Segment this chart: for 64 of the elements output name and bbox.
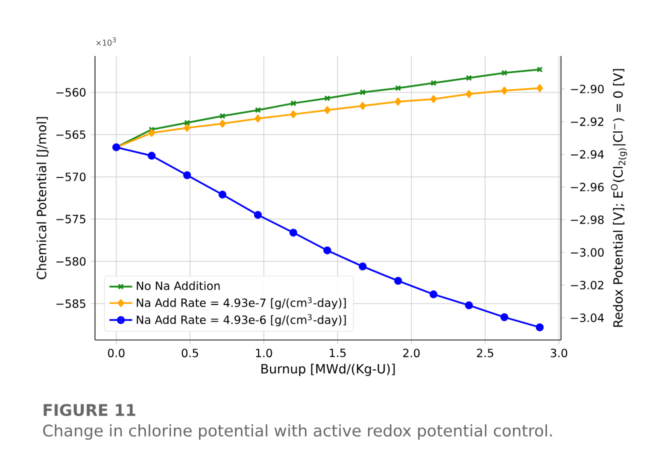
point xyxy=(358,262,367,270)
point xyxy=(430,290,438,298)
y-tick-label: −575 xyxy=(56,214,86,224)
y2-tick-label: −3.04 xyxy=(570,313,604,322)
y-axis-title: Chemical Potential [J/mol] xyxy=(36,117,49,280)
point xyxy=(254,114,262,122)
point xyxy=(536,323,544,332)
point xyxy=(324,106,330,114)
y-tick-label: −585 xyxy=(56,299,86,308)
y2-tick-label: −3.00 xyxy=(570,248,604,257)
y2-tick-label: −2.94 xyxy=(570,150,604,159)
point xyxy=(501,70,508,76)
legend-label: Na Add Rate = 4.93e-7 [g/(cm$^{3}$-day)] xyxy=(136,297,346,310)
point xyxy=(219,120,226,128)
point xyxy=(395,85,402,92)
x-tick-label: 2.0 xyxy=(403,348,420,358)
y-tick-label: −565 xyxy=(56,130,86,139)
point xyxy=(430,80,437,86)
x-tick-label: 0.0 xyxy=(108,348,125,358)
text: Change in chlorine potential with active redox potential control. xyxy=(43,424,552,440)
y2-axis-title: Redox Potential [V]; E$^{O}$(Cl$_{2(g)}$|Cl$^{−}$) = 0 [V] xyxy=(610,69,628,327)
point xyxy=(360,89,366,96)
point xyxy=(184,124,190,132)
point xyxy=(501,86,508,95)
point xyxy=(394,276,402,285)
y2-tick-label: −3.02 xyxy=(570,280,604,290)
x-tick-label: 0.5 xyxy=(182,348,198,358)
text: FIGURE 11 xyxy=(44,404,136,416)
x-tick-label: 2.5 xyxy=(476,348,494,358)
point xyxy=(430,95,437,104)
legend-label: No Na Addition xyxy=(136,281,220,290)
point xyxy=(466,90,472,98)
y2-tick-label: −2.90 xyxy=(570,84,604,94)
point xyxy=(290,110,296,118)
point xyxy=(183,171,192,180)
point xyxy=(290,100,296,106)
x-tick-label: 1.5 xyxy=(330,348,346,358)
point xyxy=(394,98,402,106)
point xyxy=(324,95,330,102)
point xyxy=(500,313,508,322)
point xyxy=(323,246,332,254)
point xyxy=(464,301,473,310)
x-tick-label: 3.0 xyxy=(550,348,568,358)
point xyxy=(254,210,262,219)
point xyxy=(536,84,543,92)
point xyxy=(148,152,156,160)
y2-tick-label: −2.92 xyxy=(570,117,604,126)
y-tick-label: −560 xyxy=(56,88,86,97)
text: ×10$^{3}$ xyxy=(96,37,116,46)
x-tick-label: 1.0 xyxy=(256,348,272,358)
x-axis-title: Burnup [MWd/(Kg-U)] xyxy=(261,364,395,376)
point xyxy=(148,128,155,137)
point xyxy=(184,120,190,126)
point xyxy=(219,112,226,120)
point xyxy=(289,228,298,237)
point xyxy=(218,190,226,199)
y-tick-label: −580 xyxy=(56,257,86,266)
point xyxy=(254,107,261,114)
point xyxy=(466,74,472,82)
point xyxy=(360,102,366,110)
y2-tick-label: −2.96 xyxy=(570,182,604,192)
y2-tick-label: −2.98 xyxy=(570,215,604,224)
y-tick-label: −570 xyxy=(56,172,86,182)
legend-label: Na Add Rate = 4.93e-6 [g/(cm$^{3}$-day)] xyxy=(136,314,346,326)
